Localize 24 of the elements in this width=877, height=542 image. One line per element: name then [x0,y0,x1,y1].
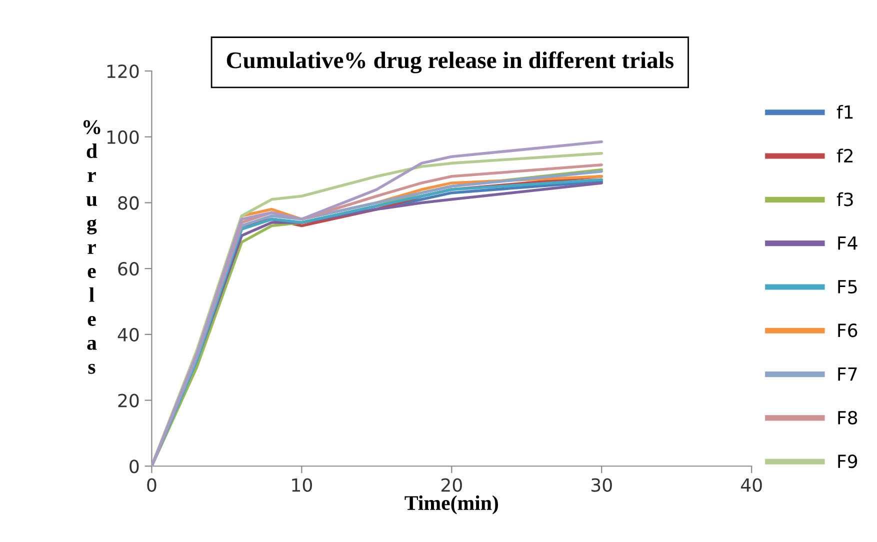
y-tick-label: 0 [130,460,139,474]
y-tick-label: 80 [118,196,139,210]
text: % drug releas [83,120,100,374]
x-tick-label: 20 [441,478,462,492]
y-tick-label: 20 [118,394,139,408]
y-tick-label: 40 [118,328,139,342]
legend-label: F5 [838,280,857,294]
y-tick-label: 60 [118,262,139,276]
x-tick-label: 0 [147,478,156,492]
legend-label: f1 [836,104,853,119]
chart-title: Cumulative% drug release in different trials [226,51,674,74]
x-tick-label: 40 [740,478,762,492]
legend-label: F8 [838,410,858,425]
legend-label: f3 [836,192,853,206]
x-tick-label: 30 [592,478,612,492]
legend-label: F7 [838,367,857,381]
legend-label: F6 [838,324,858,338]
legend-label: f2 [836,148,852,162]
y-tick-label: 120 [107,64,139,78]
x-tick-label: 10 [292,478,312,492]
legend-label: F4 [838,236,858,250]
y-tick-label: 100 [107,130,139,144]
x-axis-title: Time(min) [404,495,498,514]
legend-label: F9 [838,454,858,468]
